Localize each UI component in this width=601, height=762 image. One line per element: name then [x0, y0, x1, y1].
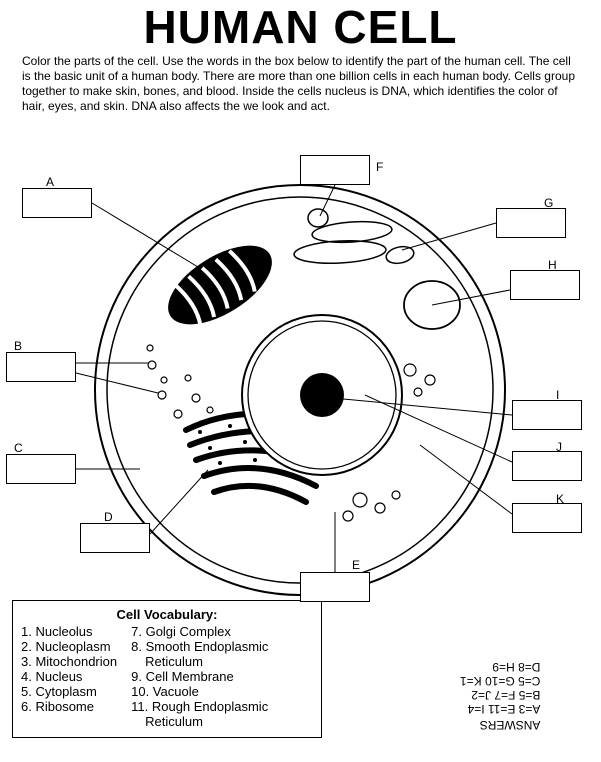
vocab-item: 9. Cell Membrane: [131, 669, 268, 684]
vocab-item: Reticulum: [131, 714, 268, 729]
label-box-e[interactable]: [300, 572, 370, 602]
label-box-h[interactable]: [510, 270, 580, 300]
vocab-item: 7. Golgi Complex: [131, 624, 268, 639]
answers-row: C=5 G=10 K=1: [460, 674, 540, 688]
vocab-item: 6. Ribosome: [21, 699, 117, 714]
label-letter-f: F: [376, 160, 383, 174]
label-letter-d: D: [104, 510, 113, 524]
vocab-item: 3. Mitochondrion: [21, 654, 117, 669]
label-letter-k: K: [556, 492, 564, 506]
vocab-item: 8. Smooth Endoplasmic: [131, 639, 268, 654]
answers-row: B=5 F=7 J=2: [460, 688, 540, 702]
vocab-item: 11. Rough Endoplasmic: [131, 699, 268, 714]
label-box-j[interactable]: [512, 451, 582, 481]
label-box-c[interactable]: [6, 454, 76, 484]
vocab-title: Cell Vocabulary:: [21, 607, 313, 622]
label-box-k[interactable]: [512, 503, 582, 533]
label-letter-i: I: [556, 388, 559, 402]
label-letter-j: J: [556, 440, 562, 454]
vocab-item: 5. Cytoplasm: [21, 684, 117, 699]
label-box-b[interactable]: [6, 352, 76, 382]
label-letter-b: B: [14, 339, 22, 353]
label-box-d[interactable]: [80, 523, 150, 553]
vocab-item: 10. Vacuole: [131, 684, 268, 699]
label-box-i[interactable]: [512, 400, 582, 430]
vocab-box: Cell Vocabulary: 1. Nucleolus2. Nucleopl…: [12, 600, 322, 738]
label-box-g[interactable]: [496, 208, 566, 238]
answers-row: A=3 E=11 I=4: [460, 702, 540, 716]
label-box-f[interactable]: [300, 155, 370, 185]
label-letter-g: G: [544, 196, 553, 210]
label-letter-h: H: [548, 258, 557, 272]
vocab-item: 1. Nucleolus: [21, 624, 117, 639]
vocab-col-1: 1. Nucleolus2. Nucleoplasm3. Mitochondri…: [21, 624, 117, 729]
vocab-item: Reticulum: [131, 654, 268, 669]
answers-row: D=8 H=9: [460, 660, 540, 674]
vocab-col-2: 7. Golgi Complex8. Smooth EndoplasmicRet…: [131, 624, 268, 729]
label-letter-c: C: [14, 441, 23, 455]
answers-block: ANSWERS A=3 E=11 I=4B=5 F=7 J=2C=5 G=10 …: [460, 660, 540, 732]
label-letter-a: A: [46, 175, 54, 189]
answers-title: ANSWERS: [460, 718, 540, 732]
vocab-item: 4. Nucleus: [21, 669, 117, 684]
label-box-a[interactable]: [22, 188, 92, 218]
vocab-item: 2. Nucleoplasm: [21, 639, 117, 654]
label-letter-e: E: [352, 558, 360, 572]
